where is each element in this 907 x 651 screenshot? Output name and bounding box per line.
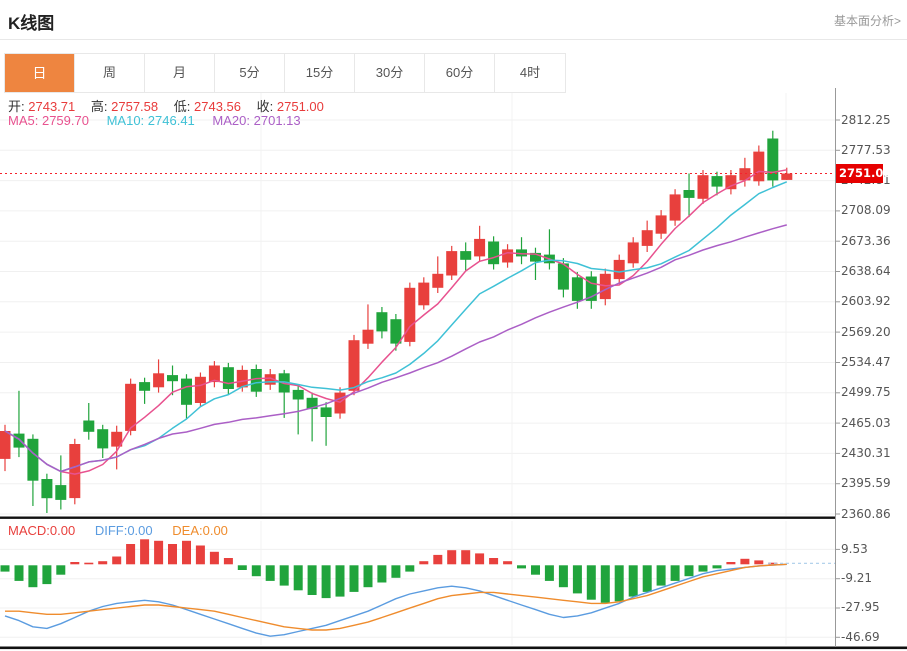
dea-label: DEA: <box>172 523 203 538</box>
diff-label: DIFF: <box>94 523 128 538</box>
price-axis-label: 2395.59 <box>841 476 891 491</box>
diff-value: 0.00 <box>127 523 153 538</box>
ma5-value: 2759.70 <box>41 113 89 128</box>
tab-item[interactable]: 月 <box>145 54 215 92</box>
high-label: 高: <box>90 99 108 114</box>
ohlc-readout: 开: 2743.71 高: 2757.58 低: 2743.56 收: 2751… <box>8 96 336 115</box>
price-axis-label: 2499.75 <box>841 385 891 400</box>
price-axis-label: 2777.53 <box>841 142 891 157</box>
tab-item[interactable]: 15分 <box>285 54 355 92</box>
close-label: 收: <box>256 99 274 114</box>
price-axis-label: 2708.09 <box>841 203 891 218</box>
open-value: 2743.71 <box>28 99 76 114</box>
tab-item[interactable]: 周 <box>75 54 145 92</box>
interval-tab-bar: 日周月 5分 15分 30分 60分 4时 <box>4 53 566 93</box>
ma10-label: MA10: <box>106 113 145 128</box>
page-header: K线图 基本面分析> <box>0 0 907 40</box>
ma20-value: 2701.13 <box>253 113 301 128</box>
ma5-label: MA5: <box>8 113 39 128</box>
macd-label: MACD: <box>8 523 50 538</box>
ma20-label: MA20: <box>212 113 250 128</box>
macd-readout: MACD:0.00 DIFF:0.00 DEA:0.00 <box>8 523 228 538</box>
fundamental-analysis-link[interactable]: 基本面分析> <box>833 14 901 28</box>
price-axis-label: 2534.47 <box>841 354 891 369</box>
price-axis-label: 2603.92 <box>841 294 891 309</box>
ma-readout: MA5: 2759.70 MA10: 2746.41 MA20: 2701.13 <box>8 113 301 128</box>
price-axis-label: 2638.64 <box>841 264 891 279</box>
price-axis-label: 2569.20 <box>841 324 891 339</box>
high-value: 2757.58 <box>111 99 159 114</box>
low-value: 2743.56 <box>194 99 241 114</box>
price-axis-label: 2673.36 <box>841 233 891 248</box>
low-label: 低: <box>173 99 191 114</box>
tab-item[interactable]: 5分 <box>215 54 285 92</box>
macd-axis-label: 9.53 <box>841 541 868 556</box>
macd-axis-label: -27.95 <box>841 600 880 615</box>
macd-axis-label: -46.69 <box>841 629 880 644</box>
macd-axis-label: -9.21 <box>841 571 873 586</box>
tab-item[interactable]: 30分 <box>355 54 425 92</box>
open-label: 开: <box>8 99 25 114</box>
page-title: K线图 <box>8 14 55 33</box>
tab-item[interactable]: 4时 <box>495 54 565 92</box>
dea-value: 0.00 <box>202 523 228 538</box>
ma10-value: 2746.41 <box>147 113 195 128</box>
price-axis-label: 2360.86 <box>841 506 891 521</box>
tab-item[interactable]: 日 <box>5 54 75 92</box>
last-price-badge: 2751.00 <box>836 164 891 183</box>
close-value: 2751.00 <box>276 99 324 114</box>
price-axis-label: 2465.03 <box>841 415 891 430</box>
macd-value: 0.00 <box>49 523 76 538</box>
price-axis-label: 2430.31 <box>841 445 891 460</box>
price-axis-label: 2812.25 <box>841 112 891 127</box>
tab-item[interactable]: 60分 <box>425 54 495 92</box>
